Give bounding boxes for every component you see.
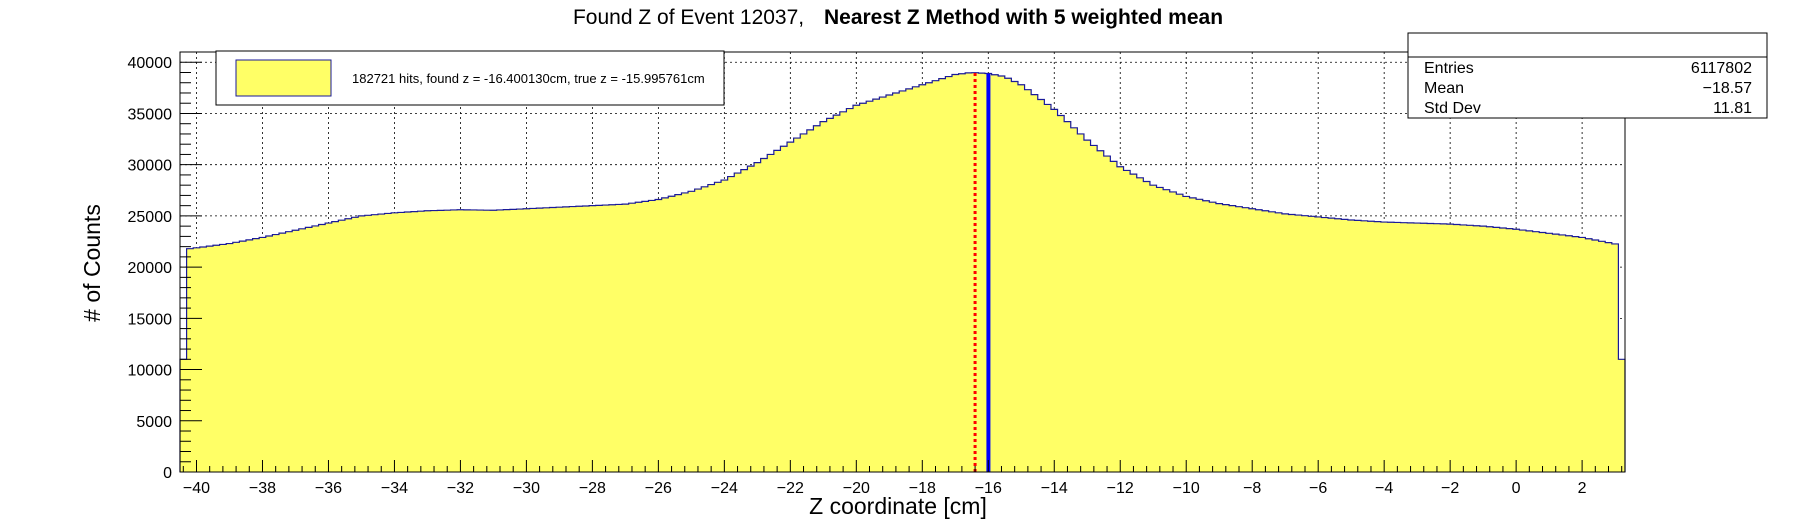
x-tick-label: −38 — [249, 480, 276, 497]
x-tick-label: −34 — [381, 480, 408, 497]
y-tick-label: 30000 — [128, 158, 173, 175]
x-tick-label: −36 — [315, 480, 342, 497]
x-tick-label: −2 — [1441, 480, 1459, 497]
x-tick-label: −22 — [777, 480, 804, 497]
stats-value-entries: 6117802 — [1691, 60, 1752, 77]
x-tick-label: −24 — [711, 480, 738, 497]
legend: 182721 hits, found z = -16.400130cm, tru… — [215, 50, 725, 106]
histogram-area — [179, 72, 1626, 472]
stats-value-mean: −18.57 — [1703, 80, 1752, 97]
y-tick-label: 0 — [163, 465, 172, 482]
x-tick-label: −14 — [1041, 480, 1068, 497]
x-tick-label: 0 — [1512, 480, 1521, 497]
stats-frame — [1407, 32, 1768, 119]
x-axis-label: Z coordinate [cm] — [809, 493, 987, 519]
x-tick-label: −28 — [579, 480, 606, 497]
legend-label: 182721 hits, found z = -16.400130cm, tru… — [352, 71, 705, 86]
x-tick-label: −18 — [909, 480, 936, 497]
chart-title: Found Z of Event 12037, Nearest Z Method… — [573, 6, 1223, 29]
stats-value-stddev: 11.81 — [1713, 100, 1752, 117]
chart-title-bold: Nearest Z Method with 5 weighted mean — [824, 6, 1223, 29]
x-tick-label: −16 — [975, 480, 1002, 497]
x-tick-label: −30 — [513, 480, 540, 497]
x-tick-label: −32 — [447, 480, 474, 497]
x-tick-label: 2 — [1578, 480, 1587, 497]
stats-box: Entries 6117802 Mean −18.57 Std Dev 11.8… — [1407, 32, 1768, 119]
y-tick-label: 15000 — [128, 311, 173, 328]
x-tick-label: −26 — [645, 480, 672, 497]
x-tick-label: −4 — [1375, 480, 1393, 497]
y-tick-label: 20000 — [128, 260, 173, 277]
y-tick-label: 25000 — [128, 209, 173, 226]
x-tick-label: −6 — [1309, 480, 1327, 497]
stats-label-entries: Entries — [1424, 60, 1474, 77]
axes: −40 −38 −36 −34 −32 −30 −28 −26 −24 −22 −20 −18 −16−… — [128, 51, 1626, 497]
y-tick-label: 10000 — [128, 363, 173, 380]
chart-title-prefix: Found Z of Event 12037, — [573, 6, 804, 29]
x-tick-label: −8 — [1243, 480, 1261, 497]
histogram-fill — [180, 72, 1625, 472]
stats-label-mean: Mean — [1424, 80, 1464, 97]
x-tick-label: −40 — [183, 480, 210, 497]
y-axis-label: # of Counts — [79, 204, 105, 322]
legend-swatch — [235, 59, 332, 97]
y-tick-label: 35000 — [128, 106, 173, 123]
y-tick-label: 5000 — [136, 414, 172, 431]
x-tick-label: −10 — [1173, 480, 1200, 497]
histogram-outline — [179, 72, 1626, 472]
x-tick-label: −20 — [843, 480, 870, 497]
marker-lines — [973, 72, 991, 472]
y-tick-label: 40000 — [128, 55, 173, 72]
stats-label-stddev: Std Dev — [1424, 100, 1481, 117]
plot-frame — [179, 51, 1626, 473]
x-tick-label: −12 — [1107, 480, 1134, 497]
